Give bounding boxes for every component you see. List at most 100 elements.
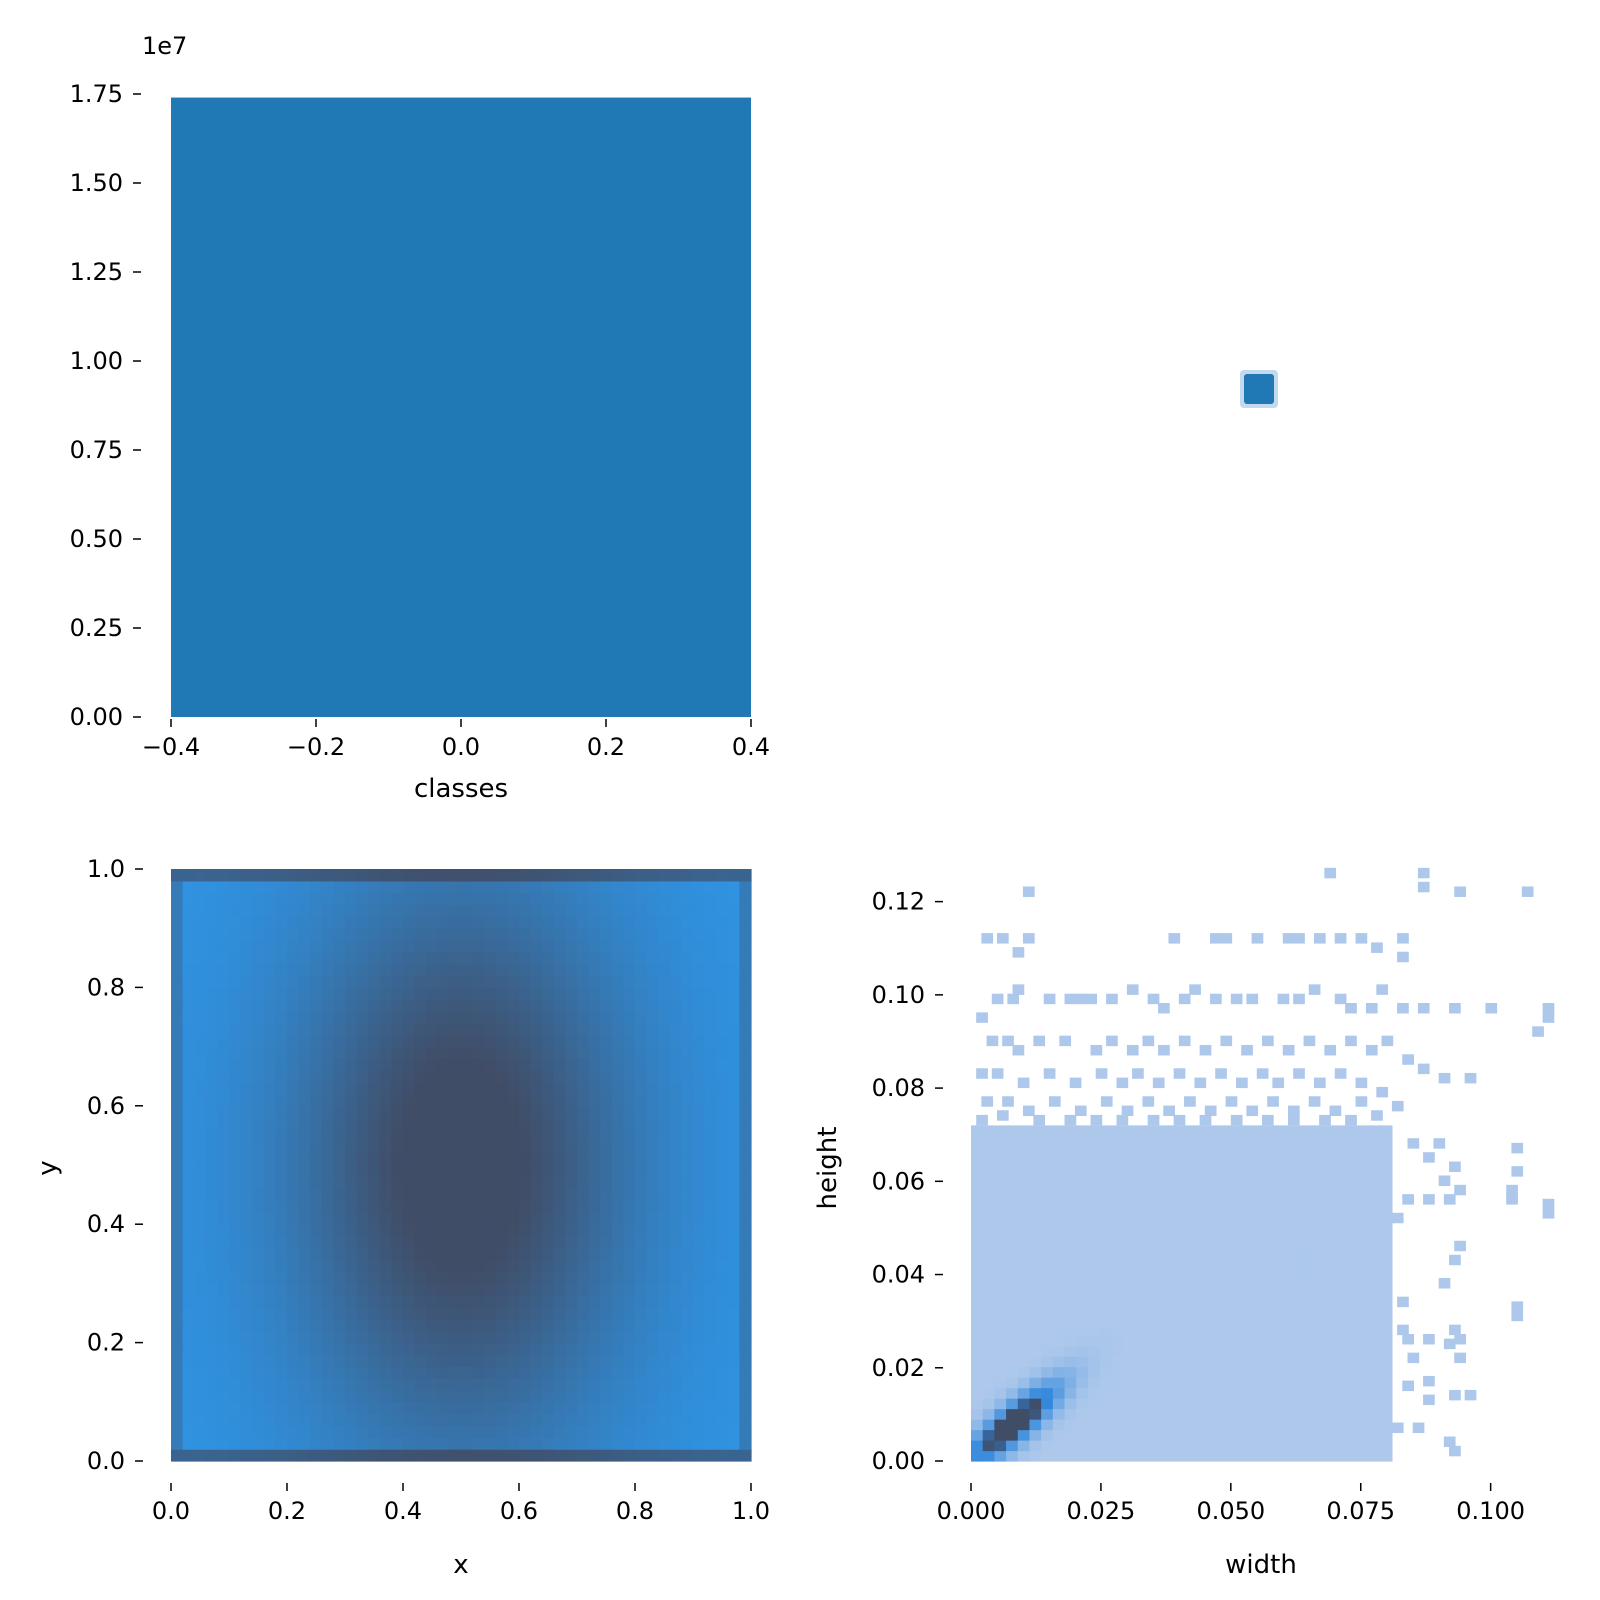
xy-heatmap-cell [519, 1259, 532, 1273]
xy-heatmap-cell [391, 1449, 404, 1462]
width-height-heatmap-cell [1345, 1125, 1358, 1137]
xy-heatmap-cell [727, 904, 740, 917]
xy-heatmap-cell [461, 1318, 474, 1332]
xy-heatmap-cell [287, 1070, 300, 1083]
xy-heatmap-cell [577, 1236, 590, 1249]
xy-heatmap-cell [171, 1082, 184, 1095]
width-height-sparse-cell [1443, 1338, 1456, 1350]
xy-heatmap-cell [356, 1011, 369, 1024]
xy-heatmap-cell [391, 1378, 404, 1391]
width-height-heatmap-cell [1228, 1146, 1241, 1158]
xy-heatmap-cell [310, 928, 323, 941]
xy-heatmap-cell [681, 1188, 694, 1202]
xy-heatmap-cell [171, 940, 184, 953]
xy-heatmap-cell [484, 1247, 497, 1261]
width-height-heatmap-cell [1052, 1125, 1066, 1137]
xy-heatmap-cell [693, 1046, 706, 1060]
xy-heatmap-cell [623, 1188, 636, 1202]
xy-heatmap-cell [658, 1378, 671, 1391]
xy-heatmap-cell [693, 987, 706, 1000]
xy-heatmap-cell [298, 1082, 311, 1095]
width-height-heatmap-cell [1041, 1251, 1054, 1263]
width-height-heatmap-cell [1321, 1230, 1335, 1242]
width-height-heatmap-cell [1368, 1167, 1381, 1179]
xy-heatmap-cell [669, 1271, 682, 1284]
xy-heatmap-cell [298, 1413, 311, 1427]
width-height-sparse-cell [1012, 1044, 1025, 1056]
xy-heatmap-cell [379, 1437, 392, 1450]
width-height-heatmap-cell [1099, 1135, 1112, 1147]
xy-heatmap-cell [739, 1212, 752, 1225]
width-height-heatmap-cell [1333, 1261, 1346, 1273]
xy-heatmap-cell [611, 1141, 624, 1154]
width-height-heatmap-cell [1041, 1209, 1054, 1221]
width-height-heatmap-cell [1087, 1240, 1101, 1252]
width-height-heatmap-cell [1193, 1177, 1206, 1189]
xy-heatmap-cell [542, 1307, 555, 1320]
width-height-heatmap-cell [1251, 1324, 1264, 1336]
xy-heatmap-cell [368, 987, 381, 1000]
xy-heatmap-cell [553, 1236, 566, 1249]
xy-heatmap-cell [263, 1129, 276, 1142]
width-height-heatmap-cell [994, 1450, 1007, 1462]
xy-heatmap-cell [507, 975, 520, 988]
width-height-heatmap-cell [1274, 1419, 1288, 1431]
width-height-heatmap-cell [1169, 1261, 1183, 1273]
xy-heatmap-cell [194, 1378, 207, 1391]
width-height-heatmap-cell [1380, 1440, 1393, 1452]
width-height-sparse-cell [1189, 984, 1201, 995]
xy-heatmap-cell [263, 975, 276, 988]
width-height-heatmap-cell [1204, 1450, 1218, 1462]
xy-heatmap-cell [310, 1378, 323, 1391]
xy-heatmap-cell [519, 1318, 532, 1332]
xy-heatmap-cell [519, 1449, 532, 1462]
width-height-heatmap-cell [1029, 1135, 1042, 1147]
xy-heatmap-cell [727, 1389, 740, 1403]
xy-heatmap-cell [669, 1318, 682, 1332]
width-height-heatmap-cell [1356, 1188, 1370, 1200]
xy-heatmap-cell [321, 987, 334, 1000]
width-height-sparse-cell [1012, 947, 1025, 958]
width-height-heatmap-cell [1310, 1135, 1323, 1147]
xy-heatmap-cell [623, 1200, 636, 1213]
width-height-heatmap-cell [1029, 1314, 1042, 1326]
xy-heatmap-cell [495, 1117, 508, 1131]
width-height-heatmap-cell [1099, 1303, 1112, 1315]
xy-heatmap-cell [449, 1176, 462, 1190]
width-height-heatmap-cell [1216, 1209, 1229, 1221]
xy-heatmap-cell [403, 1165, 416, 1178]
width-height-heatmap-cell [1029, 1387, 1042, 1399]
xy-heatmap-cell [530, 1307, 543, 1320]
xy-heatmap-cell [739, 1354, 752, 1367]
xy-heatmap-cell [669, 1082, 682, 1095]
xy-heatmap-cell [252, 1153, 265, 1166]
width-height-heatmap-cell [1064, 1177, 1077, 1189]
xy-heatmap-cell [321, 951, 334, 965]
xy-heatmap-cell [681, 904, 694, 917]
xy-heatmap-cell [275, 1437, 288, 1450]
xy-heatmap-cell [194, 916, 207, 929]
xy-heatmap-cell [635, 1283, 648, 1296]
xy-heatmap-cell [461, 904, 474, 917]
xy-heatmap-cell [449, 963, 462, 977]
width-height-heatmap-cell [1239, 1419, 1253, 1431]
xy-heatmap-cell [310, 1271, 323, 1284]
width-height-heatmap-cell [1134, 1419, 1147, 1431]
width-height-heatmap-cell [1345, 1366, 1358, 1378]
xy-heatmap-cell [205, 1200, 218, 1213]
xy-heatmap-cell [461, 1188, 474, 1202]
xy-heatmap-cell [426, 1295, 439, 1308]
xy-heatmap-cell [426, 1318, 439, 1332]
xy-heatmap-cell [194, 1354, 207, 1367]
xy-heatmap-cell [391, 904, 404, 917]
xy-heatmap-cell [681, 1425, 694, 1438]
xy-heatmap-cell [368, 963, 381, 977]
width-height-heatmap-cell [1087, 1135, 1101, 1147]
xy-heatmap-cell [449, 1366, 462, 1379]
xy-heatmap-cell [495, 1070, 508, 1083]
xy-heatmap-cell [716, 963, 729, 977]
xy-heatmap-cell [426, 1153, 439, 1166]
xy-heatmap-cell [693, 1283, 706, 1296]
xy-heatmap-cell [461, 1011, 474, 1024]
xy-heatmap-cell [542, 987, 555, 1000]
